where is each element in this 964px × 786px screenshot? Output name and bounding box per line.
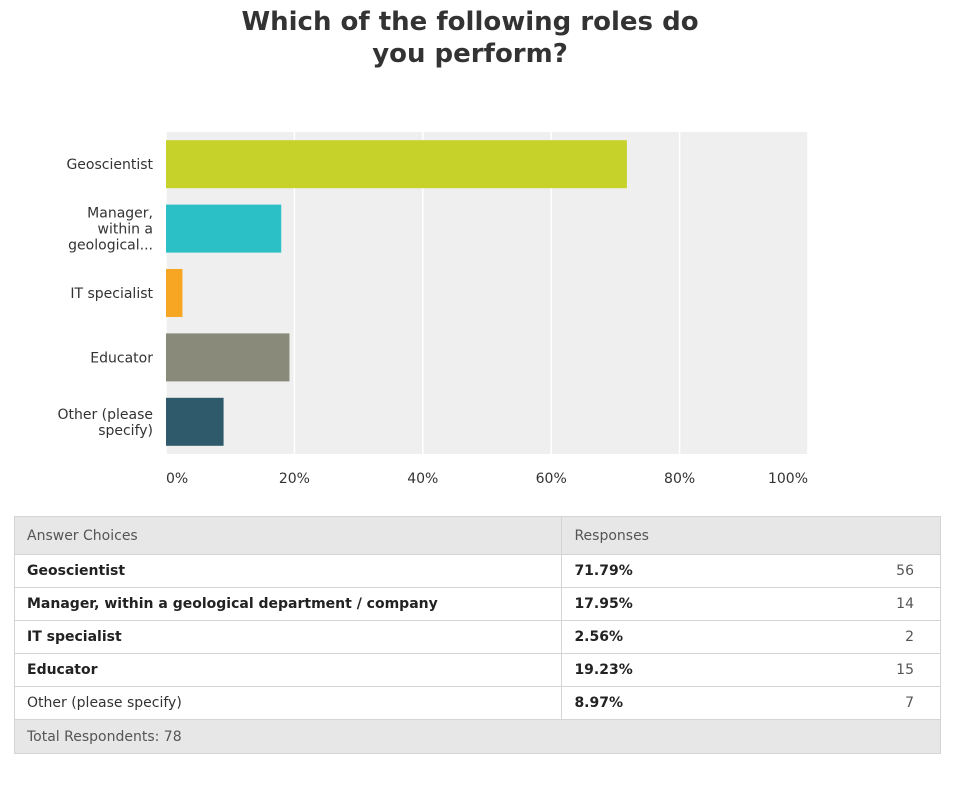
bar-educator: [166, 333, 290, 382]
category-label: IT specialist: [70, 286, 153, 302]
response-percent: 71.79%: [561, 554, 792, 588]
table-row: Other (please specify) 8.97% 7: [13, 686, 942, 720]
answer-choice: Geoscientist: [13, 554, 563, 588]
category-label: Other (please specify): [57, 407, 153, 439]
bar-geoscientist: [166, 140, 627, 189]
table-row: Manager, within a geological department …: [13, 587, 942, 621]
table-row: IT specialist 2.56% 2: [13, 620, 942, 654]
header-responses: Responses: [561, 516, 941, 555]
table-row: Geoscientist 71.79% 56: [13, 554, 942, 588]
response-percent: 17.95%: [561, 587, 792, 621]
bars: [166, 140, 627, 446]
response-percent: 19.23%: [561, 653, 792, 687]
table-row: Educator 19.23% 15: [13, 653, 942, 687]
response-count: 7: [791, 686, 942, 720]
bar-other-please-specify: [166, 397, 224, 446]
table-header-row: Answer Choices Responses: [13, 516, 941, 555]
response-count: 2: [791, 620, 942, 654]
chart-title: Which of the following roles do you perf…: [170, 6, 770, 70]
answer-choice: Other (please specify): [13, 686, 563, 720]
answer-choice: Manager, within a geological department …: [13, 587, 563, 621]
bar-chart: Geoscientist Manager, within a geological..…: [57, 132, 809, 487]
header-answer-choices: Answer Choices: [13, 516, 563, 555]
x-tick-label: 40%: [407, 471, 438, 487]
table-footer-row: Total Respondents: 78: [14, 719, 941, 754]
x-tick-label: 100%: [768, 471, 808, 487]
total-respondents: Total Respondents: 78: [14, 719, 941, 754]
category-label: Educator: [90, 350, 153, 366]
bar-it-specialist: [166, 269, 183, 317]
x-tick-label: 20%: [279, 471, 310, 487]
response-count: 14: [791, 587, 942, 621]
answer-choice: Educator: [13, 653, 563, 687]
category-labels: Geoscientist Manager, within a geological..…: [57, 157, 153, 439]
x-axis-ticks: 0% 20% 40% 60% 80% 100%: [166, 471, 808, 487]
chart-title-line-2: you perform?: [372, 39, 568, 69]
category-label: Geoscientist: [66, 157, 153, 173]
response-count: 56: [791, 554, 942, 588]
chart-title-line-1: Which of the following roles do: [241, 7, 699, 37]
category-label: Manager, within a geological...: [68, 206, 153, 254]
x-tick-label: 80%: [664, 471, 695, 487]
results-table: Answer Choices Responses Geoscientist 71.…: [13, 516, 942, 754]
response-percent: 2.56%: [561, 620, 792, 654]
bar-manager-within-a-geological: [166, 204, 282, 253]
x-tick-label: 0%: [166, 471, 188, 487]
answer-choice: IT specialist: [13, 620, 563, 654]
response-percent: 8.97%: [561, 686, 792, 720]
x-tick-label: 60%: [536, 471, 567, 487]
response-count: 15: [791, 653, 942, 687]
